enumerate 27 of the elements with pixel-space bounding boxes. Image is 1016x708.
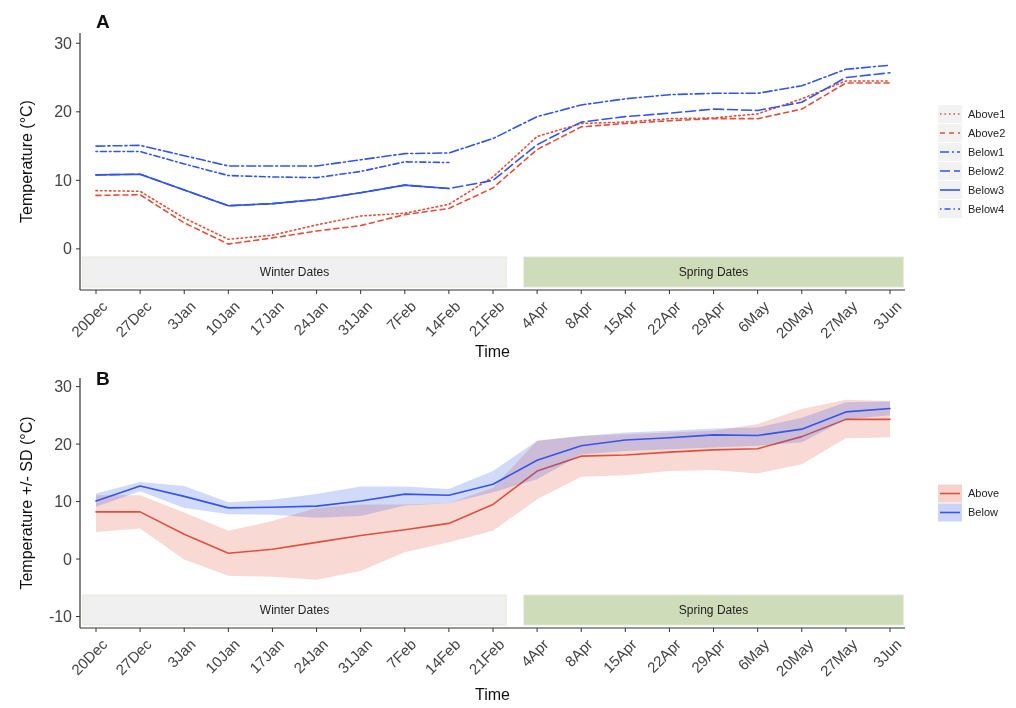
legend-label: Above xyxy=(968,487,1000,500)
chart-title: A xyxy=(96,11,110,32)
legend-label: Below1 xyxy=(968,145,1005,158)
y-tick-label: -10 xyxy=(48,608,73,626)
y-tick-label: 20 xyxy=(54,435,73,453)
legend-label: Below3 xyxy=(968,183,1005,196)
band-label: Spring Dates xyxy=(678,603,749,617)
legend-label: Below2 xyxy=(968,164,1005,177)
y-axis-title: Temperature +/- SD (°C) xyxy=(17,416,35,590)
legend-label: Below4 xyxy=(968,202,1005,215)
band-label: Spring Dates xyxy=(678,265,749,279)
y-tick-label: 10 xyxy=(54,493,73,511)
band-label: Winter Dates xyxy=(259,603,330,617)
legend-label: Above2 xyxy=(968,126,1006,139)
y-tick-label: 10 xyxy=(54,171,73,189)
x-axis-title: Time xyxy=(475,686,511,703)
x-axis-title: Time xyxy=(475,343,511,360)
y-axis-title: Temperature (°C) xyxy=(17,100,35,223)
y-tick-label: 0 xyxy=(63,550,73,568)
y-tick-label: 30 xyxy=(54,34,73,52)
chart-title: B xyxy=(96,368,110,389)
y-tick-label: 0 xyxy=(63,240,73,258)
y-tick-label: 20 xyxy=(54,103,73,121)
y-tick-label: 30 xyxy=(54,378,73,396)
legend-label: Above1 xyxy=(968,107,1006,120)
legend-label: Below xyxy=(968,506,999,519)
band-label: Winter Dates xyxy=(259,265,330,279)
